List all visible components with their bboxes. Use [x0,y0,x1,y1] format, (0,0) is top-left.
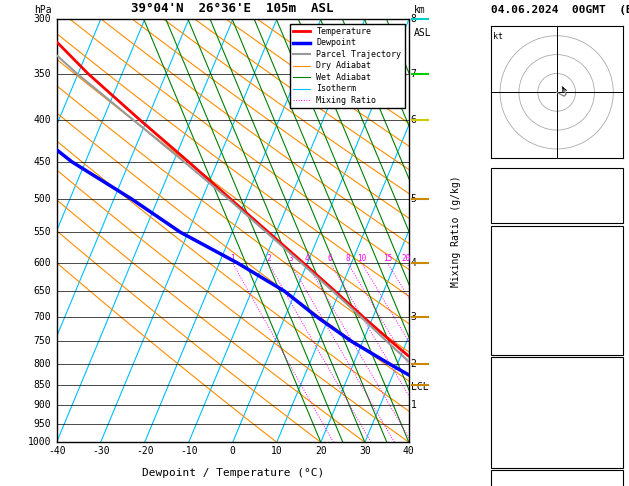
Text: 1000: 1000 [28,437,52,447]
Text: 23: 23 [608,172,620,182]
Text: Pressure (mb): Pressure (mb) [494,380,570,390]
Text: 04.06.2024  00GMT  (Base: 12): 04.06.2024 00GMT (Base: 12) [491,4,629,15]
Text: Surface: Surface [536,230,577,240]
Text: 39°04'N  26°36'E  105m  ASL: 39°04'N 26°36'E 105m ASL [131,2,334,15]
Text: 600: 600 [34,258,52,268]
Text: 464: 464 [602,341,620,350]
Legend: Temperature, Dewpoint, Parcel Trajectory, Dry Adiabat, Wet Adiabat, Isotherm, Mi: Temperature, Dewpoint, Parcel Trajectory… [290,24,404,108]
Text: 6: 6 [411,116,416,125]
Text: 10: 10 [357,254,366,263]
Text: 15: 15 [383,254,392,263]
Text: 10: 10 [271,447,282,456]
Text: Dewp (°C): Dewp (°C) [494,267,547,277]
Text: 5: 5 [411,194,416,204]
Text: 1: 1 [230,254,235,263]
Text: Lifted Index: Lifted Index [494,304,564,313]
Text: Mixing Ratio (g/kg): Mixing Ratio (g/kg) [451,175,461,287]
Text: 331: 331 [602,399,620,408]
Text: © weatheronline.co.uk: © weatheronline.co.uk [500,445,613,454]
Text: 7: 7 [411,69,416,79]
Text: 700: 700 [34,312,52,322]
Text: 2: 2 [266,254,270,263]
Text: 331: 331 [602,285,620,295]
Text: 2.28: 2.28 [596,209,620,219]
Text: 2: 2 [411,359,416,369]
Text: θₑ(K): θₑ(K) [494,285,523,295]
Text: 400: 400 [34,116,52,125]
Text: 1: 1 [411,400,416,410]
Text: 0: 0 [230,447,236,456]
Text: 464: 464 [602,454,620,464]
Text: Lifted Index: Lifted Index [494,417,564,427]
Text: 6: 6 [328,254,333,263]
Text: CAPE (J): CAPE (J) [494,435,541,445]
Text: 450: 450 [34,157,52,167]
Text: LCL: LCL [411,382,428,392]
Text: 550: 550 [34,227,52,237]
Text: CIN (J): CIN (J) [494,341,535,350]
Text: 165: 165 [602,322,620,332]
Text: Hodograph: Hodograph [530,475,583,485]
Text: km: km [414,5,426,15]
Text: kt: kt [493,32,503,41]
Text: Temp (°C): Temp (°C) [494,248,547,258]
Text: 8: 8 [345,254,350,263]
Text: ASL: ASL [414,28,431,38]
Text: 4: 4 [411,258,416,268]
Text: 30: 30 [359,447,370,456]
Text: 0: 0 [614,417,620,427]
Text: -10: -10 [180,447,198,456]
Text: Dewpoint / Temperature (°C): Dewpoint / Temperature (°C) [142,468,324,478]
Text: 4: 4 [304,254,309,263]
Text: 750: 750 [34,336,52,346]
Text: Most Unstable: Most Unstable [518,362,595,371]
Text: 300: 300 [34,15,52,24]
Text: 0: 0 [614,304,620,313]
Text: 500: 500 [34,194,52,204]
Text: Totals Totals: Totals Totals [494,191,570,200]
Text: 40: 40 [403,447,415,456]
Text: 800: 800 [34,359,52,369]
Text: CAPE (J): CAPE (J) [494,322,541,332]
Text: 950: 950 [34,419,52,429]
Text: CIN (J): CIN (J) [494,454,535,464]
Text: -20: -20 [136,447,153,456]
Text: 47: 47 [608,191,620,200]
Text: 3: 3 [288,254,292,263]
Text: 20: 20 [402,254,411,263]
Text: 350: 350 [34,69,52,79]
Text: -40: -40 [48,447,65,456]
Text: 8: 8 [411,15,416,24]
Text: θₑ (K): θₑ (K) [494,399,529,408]
Text: 15.5: 15.5 [596,267,620,277]
Text: 20: 20 [315,447,326,456]
Text: PW (cm): PW (cm) [494,209,535,219]
Text: 3: 3 [411,312,416,322]
Text: 1000: 1000 [596,380,620,390]
Text: hPa: hPa [34,5,52,15]
Text: 165: 165 [602,435,620,445]
Text: 25.8: 25.8 [596,248,620,258]
Text: 850: 850 [34,380,52,390]
Text: -30: -30 [92,447,109,456]
Text: 650: 650 [34,286,52,296]
Text: K: K [494,172,499,182]
Text: 900: 900 [34,400,52,410]
